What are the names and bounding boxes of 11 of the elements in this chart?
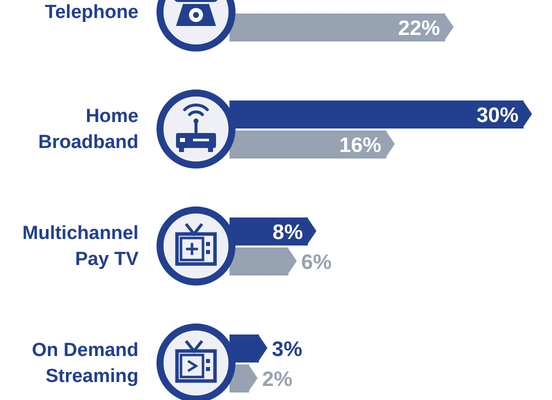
y-tick-label: On Demand Streaming (32, 340, 139, 388)
y-tick-label: Telephone (44, 2, 139, 23)
y-tick-label: Home Broadband (38, 106, 139, 154)
data-label: 16% (339, 134, 382, 157)
data-label: 2% (262, 368, 293, 391)
data-label: 22% (398, 17, 440, 40)
data-label: 30% (476, 104, 519, 127)
y-tick-label: Multichannel Pay TV (22, 222, 139, 270)
data-label: 8% (272, 221, 304, 244)
data-label: 6% (301, 251, 332, 274)
data-label: 3% (272, 338, 303, 361)
